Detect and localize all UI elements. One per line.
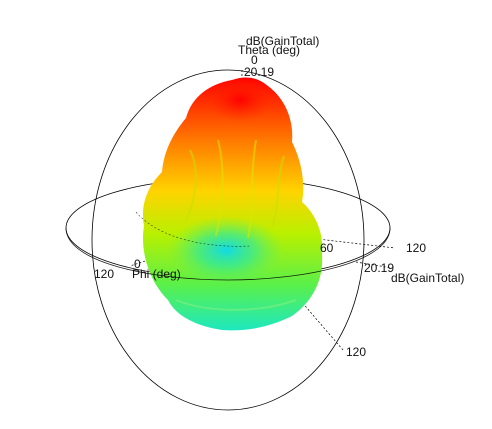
lobe-low-gain-region	[168, 216, 284, 284]
radiation-lobe	[142, 77, 323, 331]
phi-tick-zero: 0	[134, 257, 141, 271]
z-tick-max: 20.19	[244, 65, 274, 79]
theta-tick-line	[299, 299, 344, 351]
x-axis-title: dB(GainTotal)	[391, 271, 464, 285]
z-axis-title: dB(GainTotal)	[246, 34, 319, 48]
phi-tick-120: 120	[94, 267, 114, 281]
x-tick-120: 120	[406, 241, 426, 255]
theta-tick-120: 120	[346, 345, 366, 359]
phi-axis-title: Phi (deg)	[132, 267, 181, 281]
z-tick-zero: 0	[251, 53, 258, 67]
phi-ring-front	[65, 227, 391, 281]
theta-ring	[91, 69, 365, 411]
lobe-peak-highlight	[206, 78, 274, 122]
x-tick-60: 60	[320, 241, 334, 255]
x-tick-max: 20.19	[364, 261, 394, 275]
z-axis-subtitle: Theta (deg)	[238, 43, 300, 57]
